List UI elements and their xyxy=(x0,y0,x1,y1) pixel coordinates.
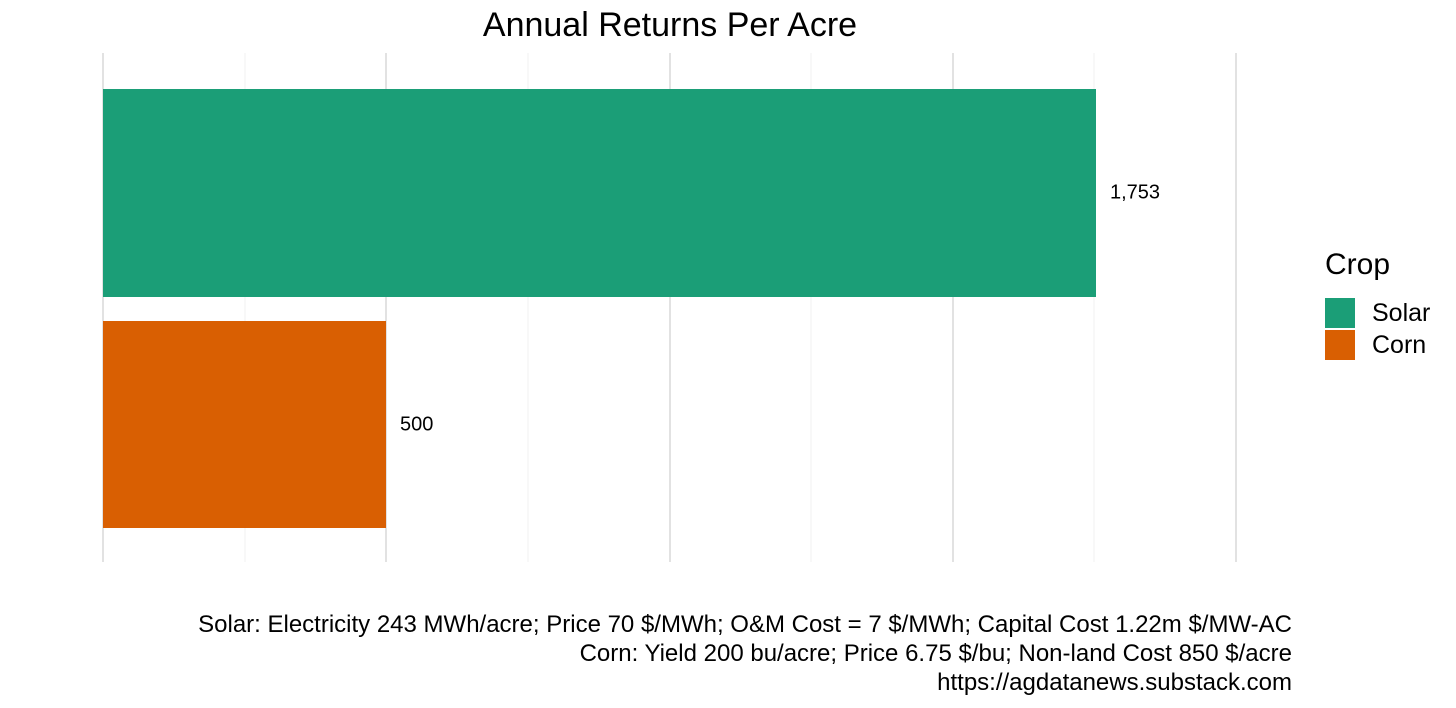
gridline-major xyxy=(668,53,671,562)
gridline-major xyxy=(102,53,104,562)
gridline-minor xyxy=(1093,53,1095,562)
chart-title: Annual Returns Per Acre xyxy=(482,6,858,44)
bar-solar xyxy=(103,89,1096,297)
plot-panel: 1,753 500 xyxy=(102,53,1237,562)
gridline-minor xyxy=(244,53,246,562)
legend: Crop Solar Corn xyxy=(1325,248,1430,360)
gridline-major xyxy=(951,53,954,562)
legend-label: Solar xyxy=(1372,298,1431,327)
gridline-major xyxy=(385,53,388,562)
value-label-corn: 500 xyxy=(400,413,434,435)
legend-item-corn: Corn xyxy=(1325,330,1430,360)
caption-line-corn: Corn: Yield 200 bu/acre; Price 6.75 $/bu… xyxy=(579,640,1292,667)
legend-item-solar: Solar xyxy=(1325,298,1430,328)
gridline-major xyxy=(1235,53,1237,562)
caption: Solar: Electricity 243 MWh/acre; Price 7… xyxy=(0,610,1292,697)
legend-swatch-solar xyxy=(1325,298,1355,328)
legend-label: Corn xyxy=(1372,330,1427,359)
gridline-minor xyxy=(810,53,812,562)
bar-corn xyxy=(103,321,386,528)
legend-swatch-corn xyxy=(1325,330,1355,360)
caption-line-solar: Solar: Electricity 243 MWh/acre; Price 7… xyxy=(198,611,1292,638)
value-label-solar: 1,753 xyxy=(1110,181,1161,204)
caption-line-url: https://agdatanews.substack.com xyxy=(937,669,1292,696)
gridline-minor xyxy=(527,53,529,562)
legend-items: Solar Corn xyxy=(1325,298,1430,360)
legend-title: Crop xyxy=(1325,248,1391,281)
